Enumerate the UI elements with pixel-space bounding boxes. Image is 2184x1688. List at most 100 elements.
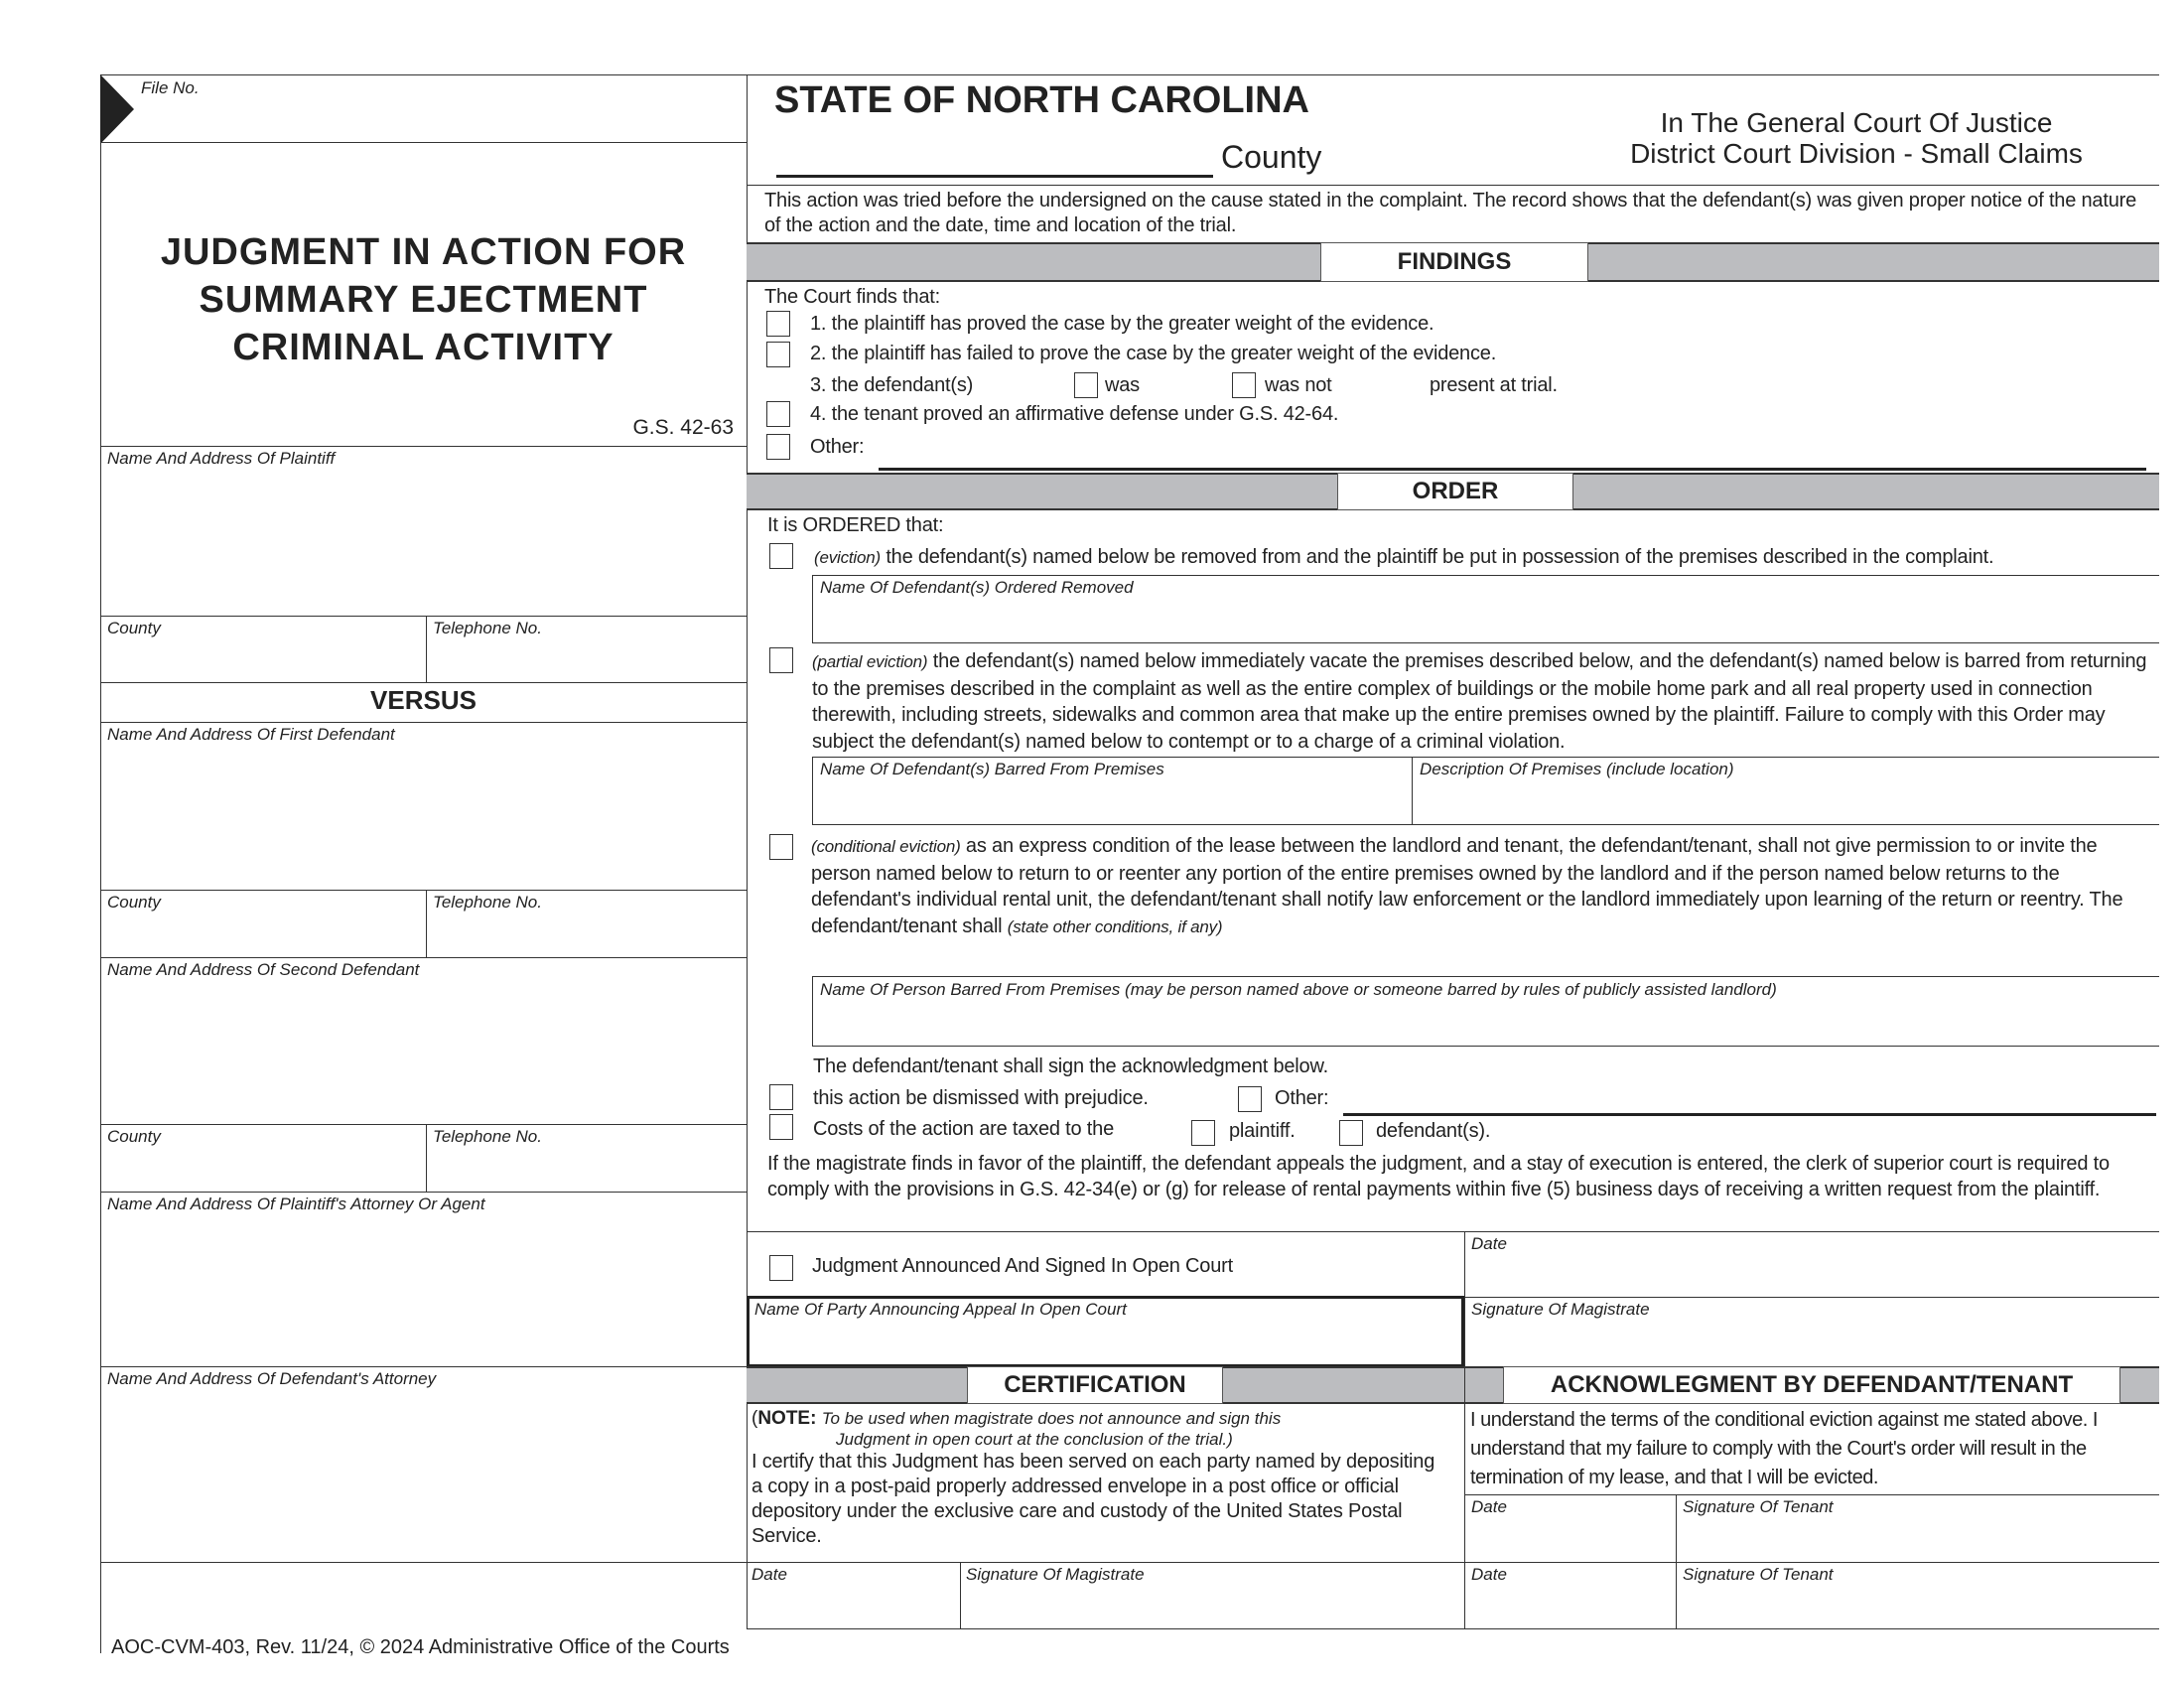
- defendant-attorney-field[interactable]: [103, 1391, 744, 1558]
- conditional-eviction-body: as an express condition of the lease bet…: [811, 835, 2123, 937]
- finding-2-text: 2. the plaintiff has failed to prove the…: [810, 343, 1497, 364]
- costs-plaintiff-label: plaintiff.: [1229, 1120, 1296, 1142]
- order-other-input[interactable]: [1343, 1113, 2156, 1116]
- top-rule: [100, 74, 2159, 75]
- tenant-signature-field-1[interactable]: [1680, 1519, 2156, 1559]
- divider: [100, 722, 747, 723]
- partial-eviction-tag: (partial eviction): [812, 652, 928, 671]
- finding-4-checkbox[interactable]: [766, 401, 790, 427]
- divider: [960, 1562, 961, 1628]
- second-defendant-county-label: County: [107, 1127, 161, 1146]
- title-line: CRIMINAL ACTIVITY: [232, 327, 614, 368]
- premises-description-field[interactable]: Description Of Premises (include locatio…: [1414, 758, 2158, 823]
- was-not-present-checkbox[interactable]: [1232, 372, 1256, 398]
- tenant-date-field-1[interactable]: [1469, 1519, 1672, 1559]
- tenant-signature-label-2: Signature Of Tenant: [1683, 1565, 1834, 1584]
- costs-defendant-checkbox[interactable]: [1339, 1120, 1363, 1146]
- findings-heading: FINDINGS: [1320, 242, 1588, 282]
- finding-1-checkbox[interactable]: [766, 311, 790, 337]
- certification-signature-field[interactable]: [963, 1587, 1459, 1624]
- form-footer: AOC-CVM-403, Rev. 11/24, © 2024 Administ…: [111, 1636, 730, 1658]
- tenant-signature-field-2[interactable]: [1680, 1587, 2156, 1624]
- divider: [100, 890, 747, 891]
- court-line: In The General Court Of Justice: [1660, 107, 2053, 138]
- conditional-eviction-checkbox[interactable]: [769, 834, 793, 860]
- acknowledgment-heading: ACKNOWLEGMENT BY DEFENDANT/TENANT: [1503, 1366, 2120, 1404]
- defendant-barred-field[interactable]: Name Of Defendant(s) Barred From Premise…: [813, 758, 1412, 823]
- person-barred-field[interactable]: Name Of Person Barred From Premises (may…: [812, 976, 2159, 1047]
- plaintiff-attorney-label: Name And Address Of Plaintiff's Attorney…: [107, 1195, 485, 1213]
- divider: [426, 890, 427, 957]
- file-no-label: File No.: [141, 78, 200, 97]
- magistrate-signature-field[interactable]: [1469, 1322, 2154, 1363]
- eviction-text: (eviction) the defendant(s) named below …: [814, 546, 1994, 569]
- divider: [1676, 1494, 1677, 1628]
- plaintiff-telephone-label: Telephone No.: [433, 619, 542, 637]
- divider: [1412, 758, 1413, 824]
- acknowledgment-body: I understand the terms of the conditiona…: [1470, 1409, 2098, 1488]
- file-marker-arrow-icon: [100, 74, 134, 144]
- divider: [100, 1124, 747, 1125]
- conditional-eviction-text: (conditional eviction) as an express con…: [811, 833, 2151, 940]
- intro-text: This action was tried before the undersi…: [764, 190, 2137, 236]
- was-not-label: was not: [1265, 374, 1332, 396]
- divider: [100, 446, 747, 447]
- first-defendant-field[interactable]: [103, 747, 744, 886]
- order-lead: It is ORDERED that:: [767, 514, 944, 536]
- plaintiff-county-label: County: [107, 619, 161, 637]
- plaintiff-attorney-field[interactable]: [103, 1216, 744, 1363]
- appeal-party-label: Name Of Party Announcing Appeal In Open …: [754, 1300, 1127, 1319]
- was-present-checkbox[interactable]: [1074, 372, 1098, 398]
- title-line: JUDGMENT IN ACTION FOR: [160, 231, 687, 273]
- order-other-label: Other:: [1275, 1087, 1329, 1109]
- second-defendant-telephone-label: Telephone No.: [433, 1127, 542, 1146]
- defendant-removed-field[interactable]: Name Of Defendant(s) Ordered Removed: [812, 575, 2159, 643]
- county-input-line[interactable]: [776, 175, 1213, 178]
- conditional-eviction-tag: (conditional eviction): [811, 837, 961, 856]
- first-defendant-telephone-label: Telephone No.: [433, 893, 542, 912]
- order-bar: ORDER: [747, 473, 2159, 510]
- divider: [747, 1562, 1464, 1563]
- second-defendant-label: Name And Address Of Second Defendant: [107, 960, 420, 979]
- plaintiff-field[interactable]: [103, 471, 744, 612]
- findings-lead: The Court finds that:: [764, 286, 941, 308]
- court-line: District Court Division - Small Claims: [1630, 138, 2083, 169]
- second-defendant-field[interactable]: [103, 982, 744, 1121]
- finding-other-checkbox[interactable]: [766, 434, 790, 460]
- tenant-date-field-2[interactable]: [1469, 1587, 1672, 1624]
- divider: [747, 1628, 2159, 1629]
- tenant-signature-label-1: Signature Of Tenant: [1683, 1497, 1834, 1516]
- first-defendant-label: Name And Address Of First Defendant: [107, 725, 395, 744]
- dismissed-checkbox[interactable]: [769, 1084, 793, 1110]
- divider: [1464, 1562, 2159, 1563]
- divider: [100, 957, 747, 958]
- premises-description-label: Description Of Premises (include locatio…: [1420, 760, 1734, 778]
- divider: [747, 1231, 2159, 1232]
- certification-date-field[interactable]: [750, 1587, 956, 1624]
- eviction-checkbox[interactable]: [769, 543, 793, 569]
- note-bold: NOTE:: [757, 1408, 817, 1429]
- left-border: [100, 74, 101, 1653]
- costs-plaintiff-checkbox[interactable]: [1191, 1120, 1215, 1146]
- certification-bar: CERTIFICATION ACKNOWLEGMENT BY DEFENDANT…: [747, 1366, 2159, 1404]
- certification-note-line2: Judgment in open court at the conclusion…: [836, 1430, 1233, 1449]
- announced-in-open-court-checkbox[interactable]: [769, 1255, 793, 1281]
- partial-eviction-checkbox[interactable]: [769, 647, 793, 673]
- appeal-note: If the magistrate finds in favor of the …: [767, 1153, 2110, 1200]
- judgment-date-field[interactable]: [1469, 1256, 2154, 1294]
- file-no-field[interactable]: [139, 94, 735, 139]
- findings-bar: FINDINGS: [747, 242, 2159, 282]
- finding-4-text: 4. the tenant proved an affirmative defe…: [810, 403, 1339, 425]
- appeal-party-field[interactable]: Name Of Party Announcing Appeal In Open …: [747, 1296, 1464, 1367]
- judgment-date-label: Date: [1471, 1234, 1507, 1253]
- sign-acknowledgment-text: The defendant/tenant shall sign the ackn…: [813, 1055, 1328, 1077]
- order-other-checkbox[interactable]: [1238, 1086, 1262, 1112]
- defendant-removed-label: Name Of Defendant(s) Ordered Removed: [820, 578, 1134, 597]
- finding-2-checkbox[interactable]: [766, 342, 790, 367]
- divider: [100, 682, 747, 683]
- finding-other-input[interactable]: [879, 468, 2146, 471]
- costs-checkbox[interactable]: [769, 1114, 793, 1140]
- was-label: was: [1105, 374, 1140, 396]
- certification-note: (NOTE: To be used when magistrate does n…: [751, 1408, 1282, 1429]
- divider: [1464, 1297, 2159, 1298]
